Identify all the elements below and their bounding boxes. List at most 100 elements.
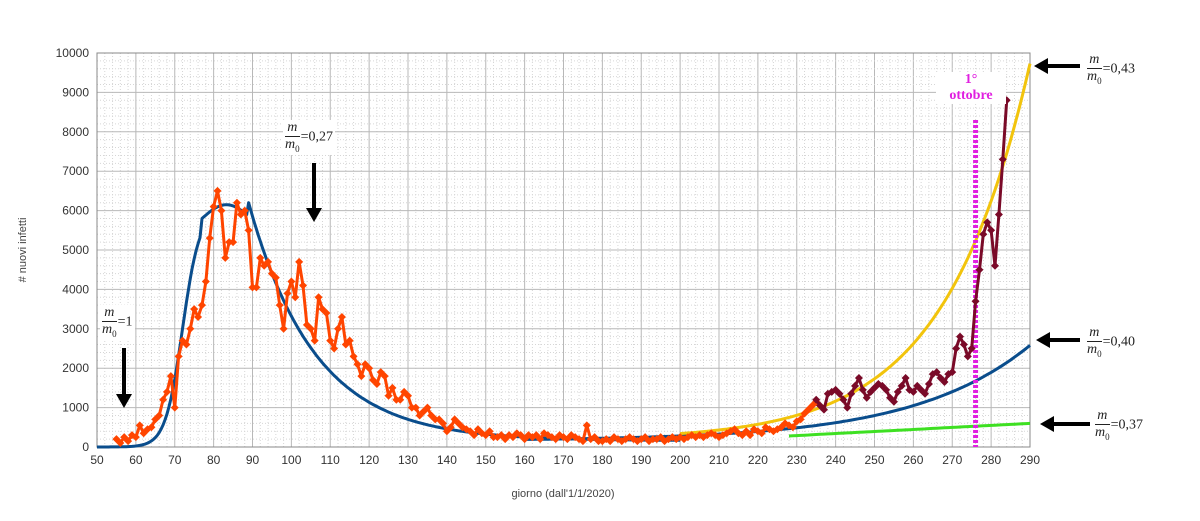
- x-tick-label: 220: [748, 453, 768, 467]
- y-axis-title: # nuovi infetti: [17, 218, 29, 283]
- data-point: [116, 439, 125, 448]
- data-point: [975, 265, 984, 274]
- annotation-ratio-1: m m0 =1: [100, 305, 135, 340]
- x-tick-label: 70: [168, 453, 182, 467]
- data-point: [322, 309, 331, 318]
- y-tick-label: 5000: [62, 243, 89, 257]
- data-point: [291, 293, 300, 302]
- data-point: [182, 340, 191, 349]
- x-tick-label: 60: [129, 453, 143, 467]
- data-point: [971, 297, 980, 306]
- data-point: [252, 283, 261, 292]
- data-point: [940, 377, 949, 386]
- x-tick-label: 170: [553, 453, 573, 467]
- data-point: [365, 364, 374, 373]
- data-point: [979, 230, 988, 239]
- x-tick-label: 90: [246, 453, 260, 467]
- data-point: [578, 437, 587, 446]
- data-point: [843, 403, 852, 412]
- data-point: [330, 344, 339, 353]
- data-point: [275, 301, 284, 310]
- data-point: [162, 387, 171, 396]
- data-point: [983, 218, 992, 227]
- y-tick-label: 8000: [62, 125, 89, 139]
- data-point: [396, 395, 405, 404]
- data-point: [232, 198, 241, 207]
- data-point: [819, 405, 828, 414]
- annotation-ratio-037: m m0 =0,37: [1093, 408, 1146, 443]
- x-tick-label: 280: [981, 453, 1001, 467]
- data-point: [190, 305, 199, 314]
- x-tick-label: 80: [207, 453, 221, 467]
- data-point: [194, 312, 203, 321]
- data-point: [485, 427, 494, 436]
- y-tick-label: 4000: [62, 282, 89, 296]
- data-point: [854, 374, 863, 383]
- data-point: [221, 253, 230, 262]
- annotation-ratio-040: m m0 =0,40: [1085, 325, 1138, 360]
- data-point: [372, 379, 381, 388]
- data-point: [536, 435, 545, 444]
- arrow-ratio-027-head: [306, 208, 322, 222]
- data-point: [334, 324, 343, 333]
- data-point: [244, 226, 253, 235]
- x-axis-ticks: 50 60 70 80 90 100 110 120 130 140 150 160 170 180 190…: [90, 453, 1040, 467]
- data-point: [384, 391, 393, 400]
- data-point: [411, 403, 420, 412]
- data-point: [893, 387, 902, 396]
- data-point: [582, 421, 591, 430]
- october-label-line2: ottobre: [949, 88, 993, 104]
- data-point: [835, 389, 844, 398]
- data-point: [932, 368, 941, 377]
- data-point: [423, 403, 432, 412]
- data-point: [470, 431, 479, 440]
- y-tick-label: 6000: [62, 204, 89, 218]
- data-point: [388, 383, 397, 392]
- x-tick-label: 240: [826, 453, 846, 467]
- arrow-ratio-040-head: [1036, 332, 1050, 348]
- model-curve-043: [679, 63, 1032, 436]
- october-label: 1° ottobre: [936, 72, 1006, 105]
- october-label-line1: 1°: [964, 72, 978, 87]
- data-point: [310, 336, 319, 345]
- data-point: [438, 419, 447, 428]
- data-point: [998, 155, 1007, 164]
- data-point: [967, 344, 976, 353]
- data-point: [256, 253, 265, 262]
- data-point: [404, 391, 412, 400]
- x-tick-label: 160: [515, 453, 535, 467]
- data-point: [357, 372, 366, 381]
- data-point: [847, 389, 856, 398]
- data-point: [124, 437, 133, 446]
- series-line-1: [814, 100, 1009, 412]
- x-tick-label: 190: [631, 453, 651, 467]
- data-point: [446, 423, 455, 432]
- model-curve-first-wave: [97, 201, 681, 449]
- plot-frame: [96, 52, 1031, 448]
- x-axis-title: giorno (dall'1/1/2020): [511, 488, 614, 500]
- data-point: [287, 277, 296, 286]
- data-point: [858, 385, 867, 394]
- data-point: [295, 257, 304, 266]
- arrow-ratio-1-head: [116, 394, 132, 408]
- data-point: [271, 273, 280, 282]
- annotation-arrows: [116, 58, 1090, 432]
- data-point: [349, 352, 358, 361]
- data-point: [283, 289, 292, 298]
- data-point: [306, 324, 315, 333]
- data-point: [170, 403, 179, 412]
- data-point: [882, 385, 891, 394]
- data-point: [788, 423, 797, 432]
- data-point: [299, 281, 308, 290]
- data-point: [229, 238, 238, 247]
- arrow-ratio-043-head: [1034, 58, 1048, 74]
- data-point: [186, 324, 195, 333]
- data-point: [963, 352, 972, 361]
- data-point: [812, 395, 821, 404]
- x-tick-label: 210: [709, 453, 729, 467]
- data-point: [380, 372, 389, 381]
- arrow-ratio-037-head: [1040, 416, 1054, 432]
- y-axis-ticks: 0 1000 2000 3000 4000 5000 6000 7000 8000 9000 100…: [56, 46, 90, 454]
- x-tick-label: 50: [90, 453, 104, 467]
